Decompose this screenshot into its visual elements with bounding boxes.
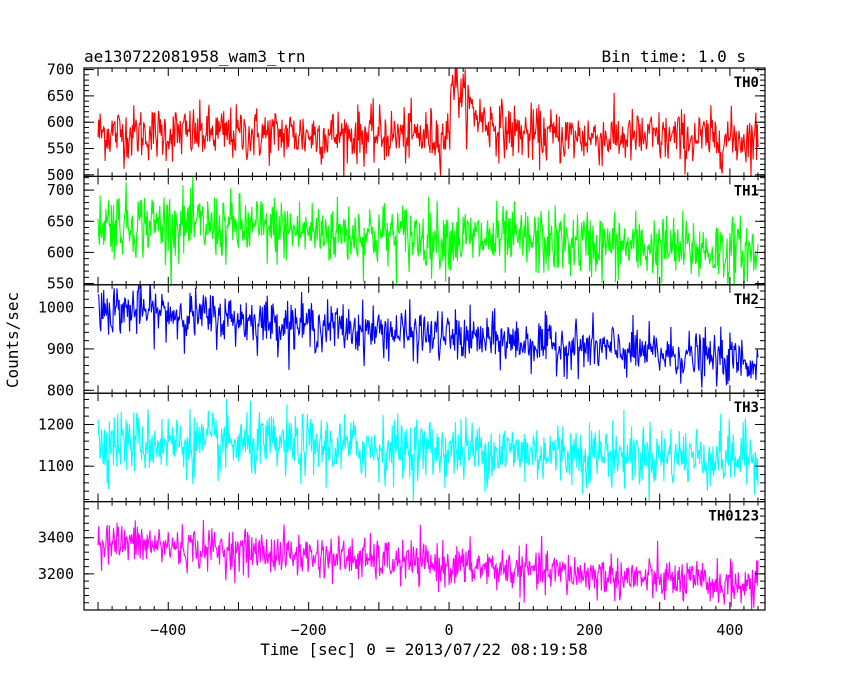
y-tick-label: 500 (47, 166, 74, 184)
y-tick-label: 1200 (38, 415, 74, 433)
panel-label-th1: TH1 (734, 183, 759, 199)
x-tick-label: 200 (576, 621, 603, 639)
y-tick-label: 3400 (38, 529, 74, 547)
y-tick-label: 1000 (38, 299, 74, 317)
y-tick-label: 3200 (38, 565, 74, 583)
y-tick-label: 700 (47, 181, 74, 199)
panel-label-th0123: TH0123 (708, 509, 759, 525)
y-tick-label: 650 (47, 212, 74, 230)
y-axis-label: Counts/sec (3, 292, 22, 388)
bin-time-label: Bin time: 1.0 s (602, 47, 747, 66)
panel-label-th2: TH2 (734, 292, 759, 308)
series-line-th3 (97, 399, 759, 502)
panel-label-th0: TH0 (734, 75, 759, 91)
y-tick-label: 600 (47, 243, 74, 261)
chart-title: ae130722081958_wam3_trn (84, 47, 306, 66)
y-tick-label: 900 (47, 340, 74, 358)
x-tick-label: 400 (716, 621, 743, 639)
y-tick-label: 600 (47, 113, 74, 131)
y-tick-label: 1100 (38, 457, 74, 475)
y-tick-label: 550 (47, 140, 74, 158)
series-line-th0123 (97, 519, 759, 611)
panel-frame-th0123 (83, 501, 766, 611)
y-tick-label: 800 (47, 381, 74, 399)
panels-group: 500 550 600 650 700 TH0 550 600 650 700 TH1 800 900 1… (38, 61, 766, 639)
x-tick-label: −400 (150, 621, 186, 639)
series-line-th0 (97, 68, 759, 177)
series-line-th1 (97, 176, 759, 285)
y-tick-label: 700 (47, 61, 74, 79)
series-line-th2 (97, 284, 759, 388)
panel-frame-th2 (83, 284, 766, 394)
x-tick-label: 0 (445, 621, 454, 639)
y-tick-label: 650 (47, 87, 74, 105)
panel-label-th3: TH3 (734, 400, 759, 416)
y-tick-label: 550 (47, 275, 74, 293)
x-tick-label: −200 (291, 621, 327, 639)
x-axis-label: Time [sec] 0 = 2013/07/22 08:19:58 (260, 640, 588, 659)
